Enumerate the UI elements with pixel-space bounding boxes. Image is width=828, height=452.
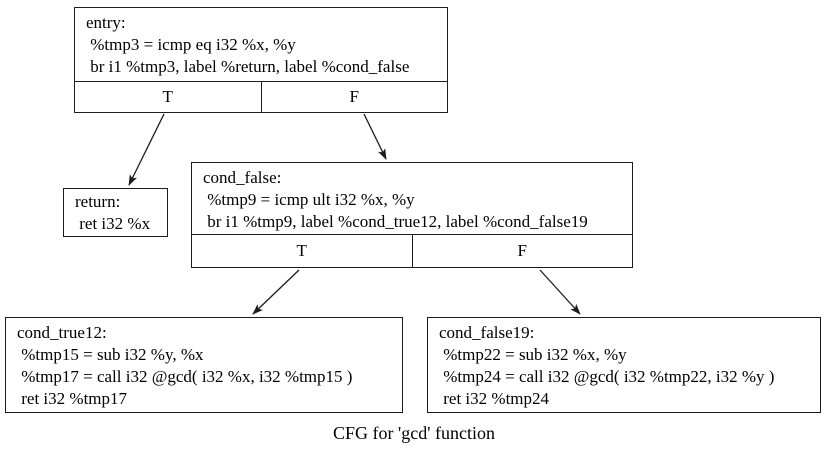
edge-entry-true-to-return [128,113,165,186]
node-entry-ports: T F [75,81,447,112]
code-line: br i1 %tmp3, label %return, label %cond_… [86,57,410,76]
cond-false-false-port: F [411,235,633,267]
node-entry: entry: %tmp3 = icmp eq i32 %x, %y br i1 … [74,7,448,113]
node-cond-false-ports: T F [192,234,632,267]
cond-false-true-port: T [296,241,307,260]
node-cond-false: cond_false: %tmp9 = icmp ult i32 %x, %y … [191,162,633,268]
code-line: br i1 %tmp9, label %cond_true12, label %… [203,212,588,231]
node-entry-body: entry: %tmp3 = icmp eq i32 %x, %y br i1 … [75,8,447,81]
node-cond-false19: cond_false19: %tmp22 = sub i32 %x, %y %t… [427,317,821,413]
edge-cond-false-true-to-cond-true12 [252,269,300,315]
entry-true-port: T [162,87,173,106]
code-line: %tmp3 = icmp eq i32 %x, %y [86,35,296,54]
node-cond-true12: cond_true12: %tmp15 = sub i32 %y, %x %tm… [5,317,403,413]
code-line: %tmp17 = call i32 @gcd( i32 %x, i32 %tmp… [17,367,353,386]
block-label-line: entry: [86,13,126,32]
node-return: return: ret i32 %x [63,188,168,237]
node-return-body: return: ret i32 %x [64,189,167,236]
code-line: %tmp9 = icmp ult i32 %x, %y [203,190,415,209]
code-line: ret i32 %tmp17 [17,389,128,408]
graph-caption: CFG for 'gcd' function [333,423,495,443]
code-line: %tmp15 = sub i32 %y, %x [17,345,204,364]
code-line: ret i32 %tmp24 [439,389,550,408]
block-label-line: return: [75,192,121,211]
code-line: %tmp24 = call i32 @gcd( i32 %tmp22, i32 … [439,367,775,386]
code-line: ret i32 %x [75,214,151,233]
node-cond-false19-body: cond_false19: %tmp22 = sub i32 %x, %y %t… [428,318,820,412]
edge-entry-false-to-cond-false [363,113,387,160]
block-label-line: cond_false: [203,168,282,187]
node-cond-true12-body: cond_true12: %tmp15 = sub i32 %y, %x %tm… [6,318,402,412]
entry-false-port: F [260,82,448,112]
block-label-line: cond_false19: [439,323,535,342]
edge-cond-false-false-to-cond-false19 [539,269,581,315]
block-label-line: cond_true12: [17,323,107,342]
code-line: %tmp22 = sub i32 %x, %y [439,345,627,364]
node-cond-false-body: cond_false: %tmp9 = icmp ult i32 %x, %y … [192,163,632,234]
